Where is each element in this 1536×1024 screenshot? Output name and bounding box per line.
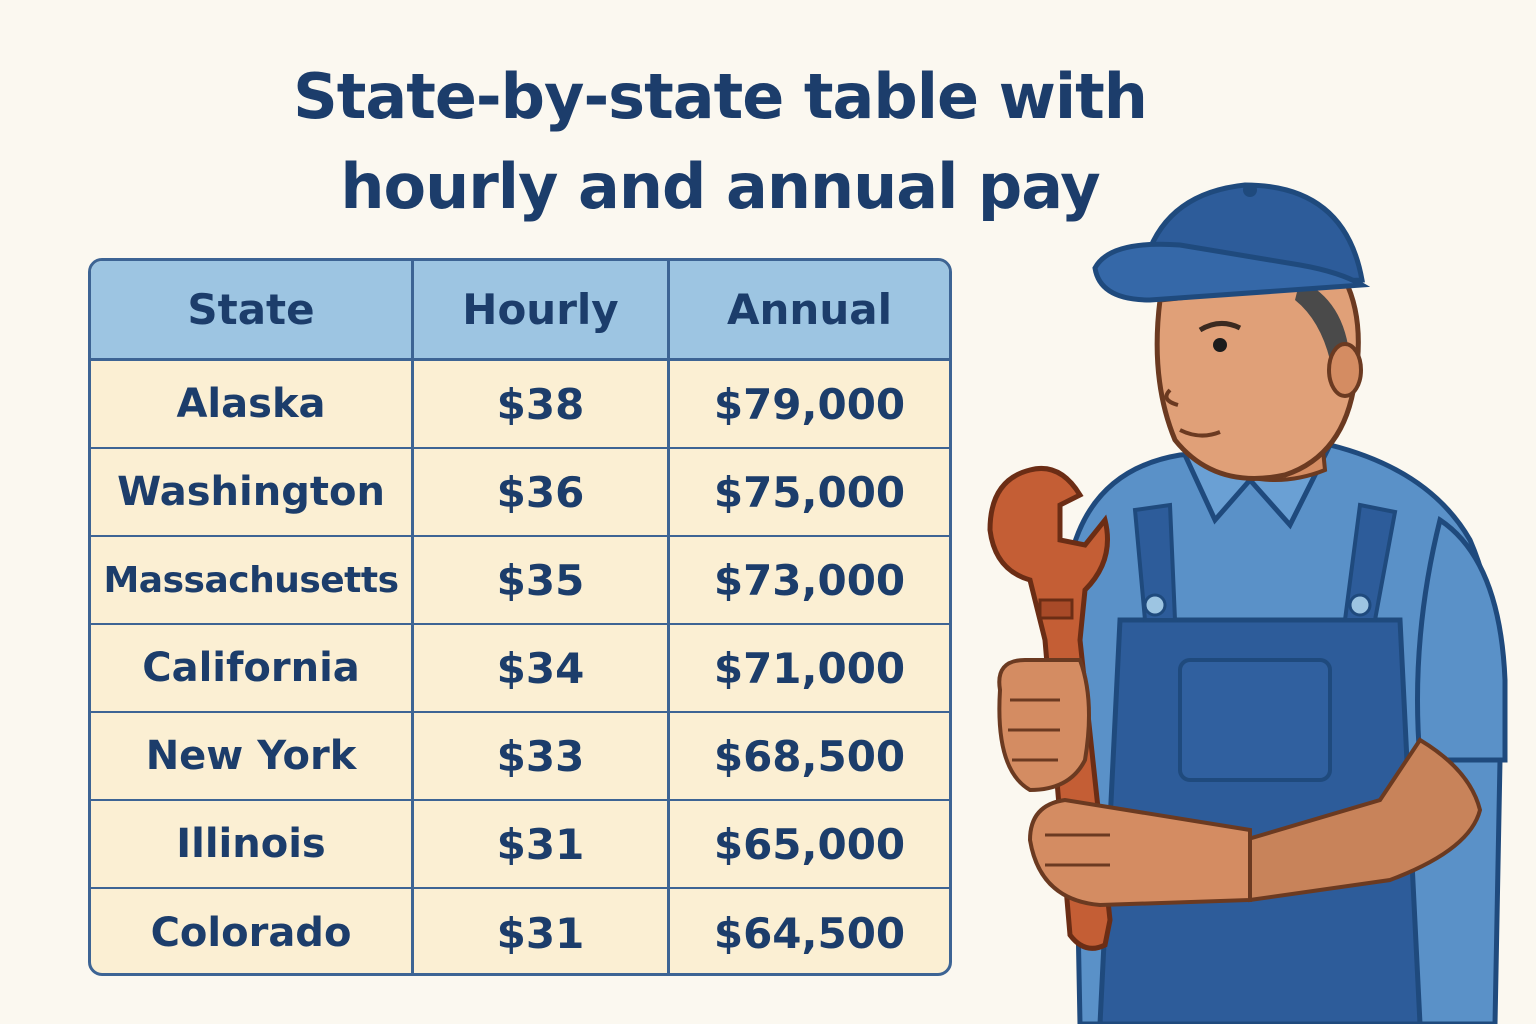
header-hourly: Hourly: [414, 261, 670, 358]
hourly-cell: $38: [414, 361, 670, 447]
table-header-row: State Hourly Annual: [91, 261, 949, 361]
state-cell: New York: [91, 713, 414, 799]
hourly-cell: $33: [414, 713, 670, 799]
table-row: Washington $36 $75,000: [91, 449, 949, 537]
state-cell: Illinois: [91, 801, 414, 887]
annual-cell: $65,000: [713, 819, 906, 869]
table-row: New York $33 $68,500: [91, 713, 949, 801]
table-row: Illinois $31 $65,000: [91, 801, 949, 889]
state-cell: Colorado: [91, 889, 414, 973]
table-row: Massachusetts $35 $73,000: [91, 537, 949, 625]
header-annual: Annual: [727, 285, 892, 334]
pay-table: State Hourly Annual Alaska $38 $79,000 W…: [88, 258, 952, 976]
page-title: State-by-state table with hourly and ann…: [150, 52, 1290, 232]
table-row: California $34 $71,000: [91, 625, 949, 713]
plumber-with-wrench-icon: [987, 182, 1508, 1024]
annual-cell: $75,000: [713, 467, 906, 517]
header-state: State: [91, 261, 414, 358]
annual-cell: $68,500: [713, 731, 906, 781]
title-line-1: State-by-state table with: [293, 60, 1148, 133]
annual-cell: $79,000: [713, 379, 906, 429]
plumber-hands-icon: [997, 658, 1252, 908]
hourly-cell: $31: [414, 801, 670, 887]
annual-cell: $73,000: [713, 555, 906, 605]
hourly-cell: $36: [414, 449, 670, 535]
hourly-cell: $31: [414, 889, 670, 973]
plumber-torso-icon: [1063, 442, 1508, 1024]
table-row: Colorado $31 $64,500: [91, 889, 949, 973]
state-cell: California: [91, 625, 414, 711]
table-row: Alaska $38 $79,000: [91, 361, 949, 449]
state-cell: Massachusetts: [91, 537, 414, 623]
annual-cell: $71,000: [713, 643, 906, 693]
plumber-head-icon: [1092, 182, 1371, 482]
hourly-cell: $35: [414, 537, 670, 623]
hourly-cell: $34: [414, 625, 670, 711]
state-cell: Washington: [91, 449, 414, 535]
state-cell: Alaska: [91, 361, 414, 447]
title-line-2: hourly and annual pay: [340, 150, 1100, 223]
annual-cell: $64,500: [713, 908, 906, 958]
